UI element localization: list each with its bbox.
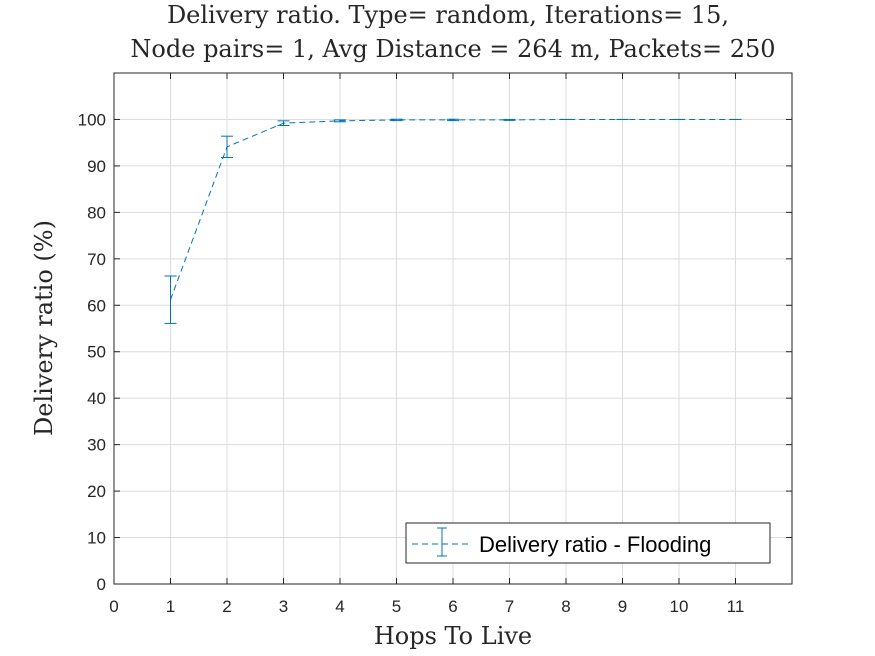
x-tick-label: 9 bbox=[618, 597, 627, 616]
y-axis-label: Delivery ratio (%) bbox=[30, 220, 58, 436]
y-tick-label: 50 bbox=[87, 343, 106, 362]
x-tick-label: 11 bbox=[727, 597, 745, 616]
legend-box bbox=[405, 522, 771, 564]
y-tick-label: 60 bbox=[87, 296, 106, 315]
x-tick-label: 3 bbox=[279, 597, 288, 616]
chart-title-line-1: Delivery ratio. Type= random, Iterations… bbox=[167, 1, 729, 29]
y-tick-label: 90 bbox=[87, 157, 106, 176]
x-tick-label: 8 bbox=[561, 597, 570, 616]
y-tick-label: 80 bbox=[87, 203, 106, 222]
x-axis-label: Hops To Live bbox=[374, 622, 532, 650]
series-layer bbox=[164, 118, 742, 324]
x-tick-label: 6 bbox=[448, 597, 457, 616]
y-tick-label: 10 bbox=[87, 529, 106, 548]
x-tick-label: 1 bbox=[166, 597, 175, 616]
x-tick-label: 7 bbox=[505, 597, 514, 616]
y-tick-label: 70 bbox=[87, 250, 106, 269]
y-tick-label: 0 bbox=[97, 575, 106, 594]
x-tick-label: 0 bbox=[109, 597, 118, 616]
y-tick-label: 20 bbox=[87, 482, 106, 501]
y-tick-label: 100 bbox=[78, 110, 106, 129]
x-tick-label: 2 bbox=[222, 597, 231, 616]
chart-title-line-2: Node pairs= 1, Avg Distance = 264 m, Pac… bbox=[130, 35, 775, 63]
legend: Delivery ratio - Flooding bbox=[405, 522, 771, 564]
x-tick-label: 4 bbox=[335, 597, 344, 616]
x-tick-label: 5 bbox=[392, 597, 401, 616]
x-tick-label: 10 bbox=[670, 597, 689, 616]
y-tick-label: 30 bbox=[87, 436, 106, 455]
legend-label: Delivery ratio - Flooding bbox=[479, 532, 711, 557]
y-tick-label: 40 bbox=[87, 389, 106, 408]
ticks: 0 1 2 3 4 5 6 7 8 9 10 11 0 10 20 30 40 50 60 70 80 90 100 bbox=[78, 72, 793, 616]
